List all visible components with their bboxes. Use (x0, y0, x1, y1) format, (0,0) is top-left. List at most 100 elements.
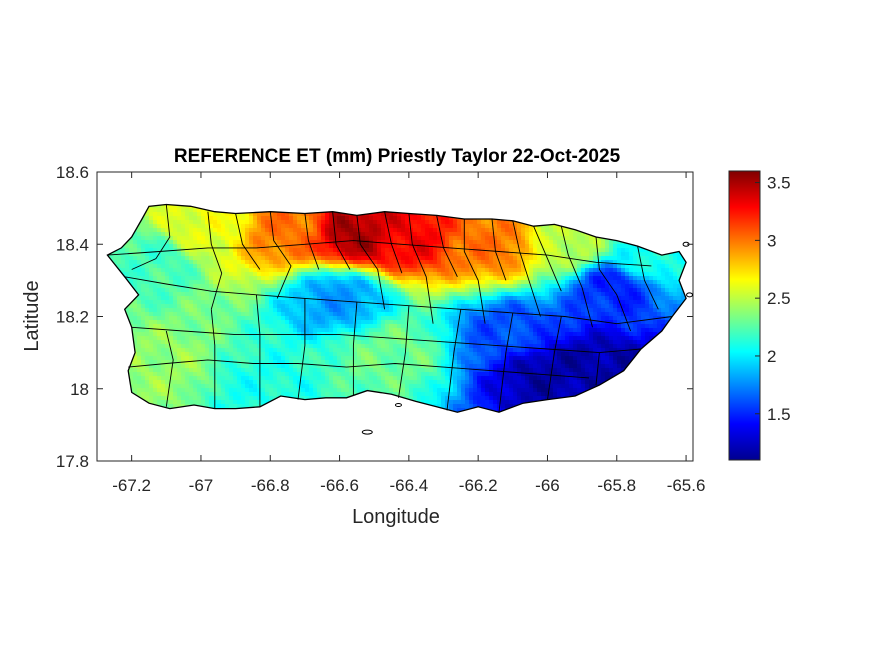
heat-cell (237, 396, 242, 401)
heat-cell (277, 316, 282, 321)
heat-cell (233, 276, 238, 281)
heat-cell (209, 268, 214, 273)
heat-cell (397, 244, 402, 249)
heat-cell (333, 252, 338, 257)
heat-cell (293, 280, 298, 285)
heat-cell (437, 228, 442, 233)
heat-cell (285, 248, 290, 253)
heat-cell (113, 256, 118, 261)
heat-cell (417, 268, 422, 273)
heat-cell (421, 240, 426, 245)
heat-cell (289, 356, 294, 361)
heat-cell (369, 236, 374, 241)
heat-cell (201, 320, 206, 325)
heat-cell (309, 256, 314, 261)
heat-cell (465, 220, 470, 225)
heat-cell (293, 356, 298, 361)
heat-cell (409, 372, 414, 377)
heat-cell (221, 352, 226, 357)
heat-cell (337, 344, 342, 349)
heat-cell (433, 308, 438, 313)
heat-cell (361, 228, 366, 233)
heat-cell (453, 220, 458, 225)
heat-cell (129, 280, 134, 285)
heat-cell (405, 216, 410, 221)
heat-cell (449, 288, 454, 293)
heat-cell (305, 392, 310, 397)
heat-cell (149, 332, 154, 337)
heat-cell (117, 260, 122, 265)
heat-cell (393, 344, 398, 349)
heat-cell (213, 236, 218, 241)
heat-cell (305, 364, 310, 369)
heat-cell (289, 288, 294, 293)
heat-cell (381, 212, 386, 217)
heat-cell (145, 256, 150, 261)
heat-cell (277, 260, 282, 265)
heat-cell (121, 268, 126, 273)
heat-cell (237, 232, 242, 237)
heat-cell (201, 372, 206, 377)
heat-cell (333, 248, 338, 253)
heat-cell (329, 360, 334, 365)
heat-cell (201, 276, 206, 281)
heat-cell (133, 352, 138, 357)
heat-cell (349, 388, 354, 393)
heat-cell (449, 252, 454, 257)
heat-cell (249, 404, 254, 409)
heat-cell (321, 384, 326, 389)
heat-cell (397, 336, 402, 341)
heat-cell (337, 288, 342, 293)
heat-cell (409, 384, 414, 389)
heat-cell (349, 316, 354, 321)
heat-cell (245, 316, 250, 321)
heat-cell (417, 280, 422, 285)
heat-cell (425, 300, 430, 305)
heat-cell (293, 260, 298, 265)
heat-cell (145, 396, 150, 401)
heat-cell (233, 260, 238, 265)
heat-cell (205, 396, 210, 401)
heat-cell (201, 244, 206, 249)
heat-cell (185, 280, 190, 285)
heat-cell (281, 364, 286, 369)
heat-cell (173, 376, 178, 381)
heat-cell (209, 352, 214, 357)
heat-cell (233, 224, 238, 229)
heat-cell (289, 360, 294, 365)
heat-cell (333, 320, 338, 325)
heat-cell (337, 236, 342, 241)
heat-cell (265, 348, 270, 353)
heat-cell (433, 256, 438, 261)
heat-cell (373, 212, 378, 217)
heat-cell (297, 340, 302, 345)
heat-cell (181, 252, 186, 257)
heat-cell (225, 376, 230, 381)
heat-cell (357, 380, 362, 385)
heat-cell (157, 248, 162, 253)
heat-cell (257, 276, 262, 281)
heat-cell (349, 296, 354, 301)
heat-cell (241, 216, 246, 221)
heat-cell (173, 268, 178, 273)
heat-cell (241, 212, 246, 217)
heat-cell (153, 204, 158, 209)
heat-cell (225, 288, 230, 293)
heat-cell (225, 248, 230, 253)
heat-cell (189, 372, 194, 377)
heat-cell (341, 344, 346, 349)
heat-cell (353, 248, 358, 253)
heat-cell (273, 236, 278, 241)
heat-cell (353, 296, 358, 301)
heat-cell (461, 236, 466, 241)
heat-cell (185, 264, 190, 269)
heat-cell (137, 272, 142, 277)
heat-cell (237, 276, 242, 281)
heat-cell (305, 320, 310, 325)
heat-cell (381, 328, 386, 333)
heat-cell (313, 312, 318, 317)
heat-cell (329, 232, 334, 237)
heat-cell (265, 236, 270, 241)
heat-cell (169, 272, 174, 277)
heat-cell (153, 324, 158, 329)
